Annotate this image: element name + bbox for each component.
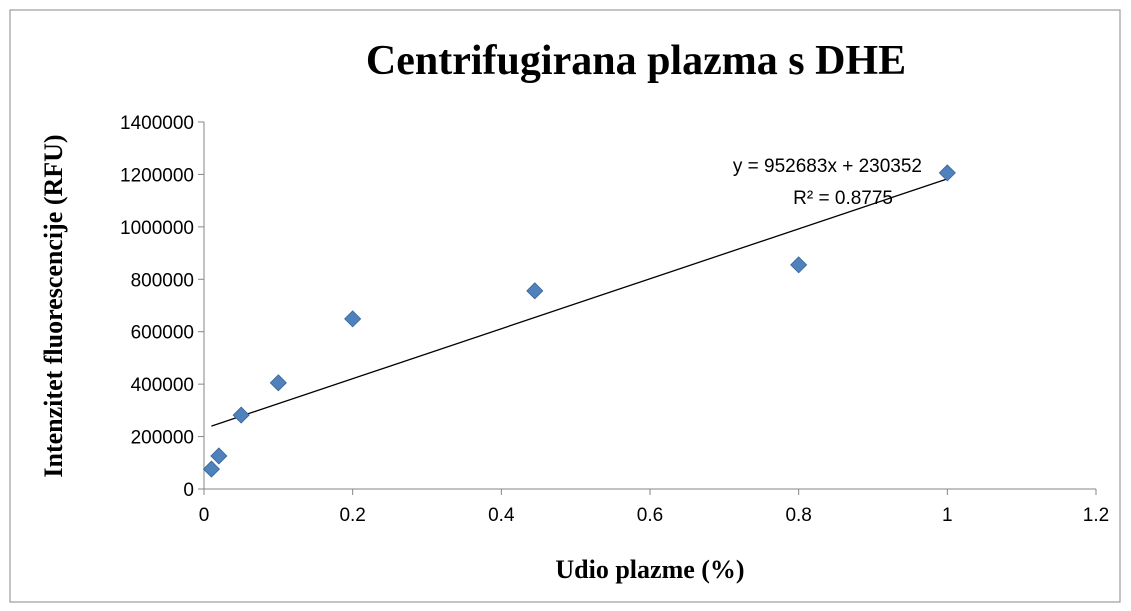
x-tick-label: 0: [199, 505, 210, 526]
trendline: [211, 178, 948, 427]
y-tick-label: 1200000: [120, 165, 194, 186]
point: [202, 460, 220, 478]
y-tick-label: 1000000: [120, 218, 194, 239]
point: [210, 447, 228, 465]
x-tick-label: 1: [942, 505, 953, 526]
point: [790, 256, 808, 274]
chart-frame: [9, 9, 1121, 603]
y-axis-label: Intenzitet fluorescencije (RFU): [39, 134, 68, 477]
x-tick-label: 0.6: [637, 505, 663, 526]
y-tick-label: 1400000: [120, 113, 194, 134]
point: [269, 374, 287, 392]
y-tick-label: 800000: [131, 270, 194, 291]
y-tick-label: 600000: [131, 323, 194, 344]
point: [232, 406, 250, 424]
y-tick-label: 400000: [131, 375, 194, 396]
point: [938, 164, 956, 182]
trendline-r2: R² = 0.8775: [793, 188, 893, 209]
y-tick-label: 200000: [131, 428, 194, 449]
y-tick-label: 0: [183, 480, 194, 501]
x-tick-label: 0.2: [339, 505, 365, 526]
x-tick-label: 0.4: [488, 505, 515, 526]
x-tick-label: 0.8: [785, 505, 811, 526]
chart-title: Centrifugirana plazma s DHE: [366, 38, 906, 84]
point: [344, 310, 362, 328]
trendline-equation: y = 952683x + 230352: [733, 156, 922, 177]
x-tick-label: 1.2: [1083, 505, 1109, 526]
x-axis-label: Udio plazme (%): [555, 555, 744, 584]
point: [526, 282, 544, 300]
